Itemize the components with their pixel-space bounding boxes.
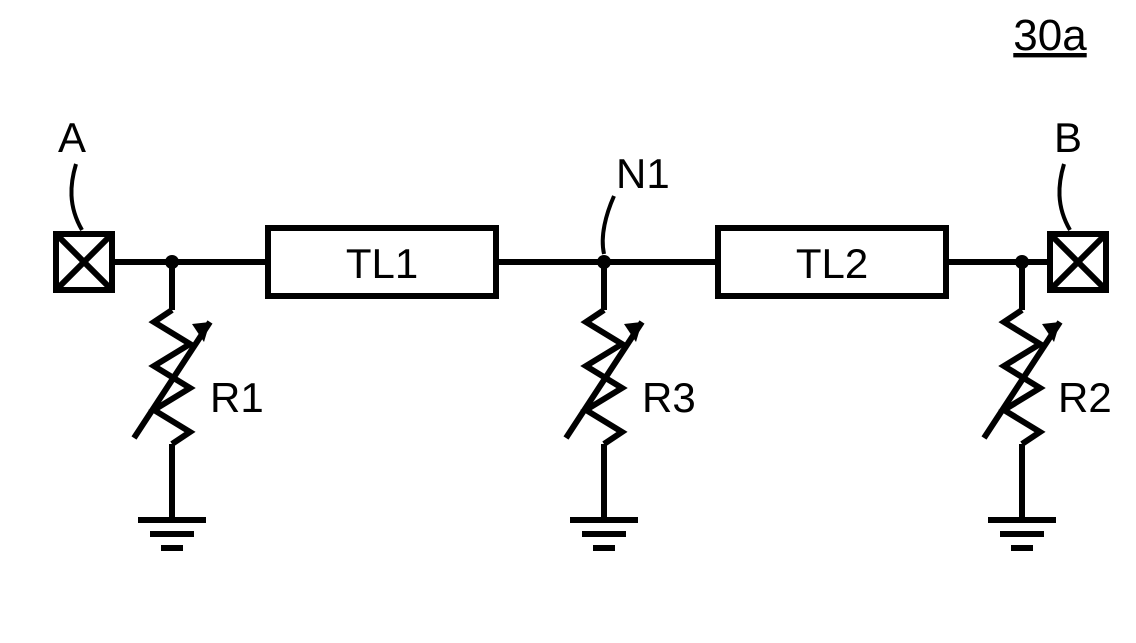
r1-branch bbox=[134, 262, 210, 548]
circuit-diagram: 30a A B N1 TL1 TL2 bbox=[0, 0, 1136, 643]
r2-branch bbox=[984, 262, 1060, 548]
r1-label: R1 bbox=[210, 374, 264, 421]
r3-branch bbox=[566, 262, 642, 548]
node-n1-leader bbox=[603, 196, 614, 254]
r3-label: R3 bbox=[642, 374, 696, 421]
tl2-label: TL2 bbox=[796, 240, 868, 287]
tl2-box: TL2 bbox=[718, 228, 946, 296]
tl1-box: TL1 bbox=[268, 228, 496, 296]
port-a-label: A bbox=[58, 114, 86, 161]
figure-id-label: 30a bbox=[1013, 11, 1087, 60]
port-b-label: B bbox=[1054, 114, 1082, 161]
node-n1-label: N1 bbox=[616, 150, 670, 197]
r2-label: R2 bbox=[1058, 374, 1112, 421]
port-b-symbol bbox=[1050, 234, 1106, 290]
port-a-symbol bbox=[56, 234, 112, 290]
port-a-leader bbox=[71, 164, 82, 230]
tl1-label: TL1 bbox=[346, 240, 418, 287]
port-b-leader bbox=[1059, 164, 1070, 230]
